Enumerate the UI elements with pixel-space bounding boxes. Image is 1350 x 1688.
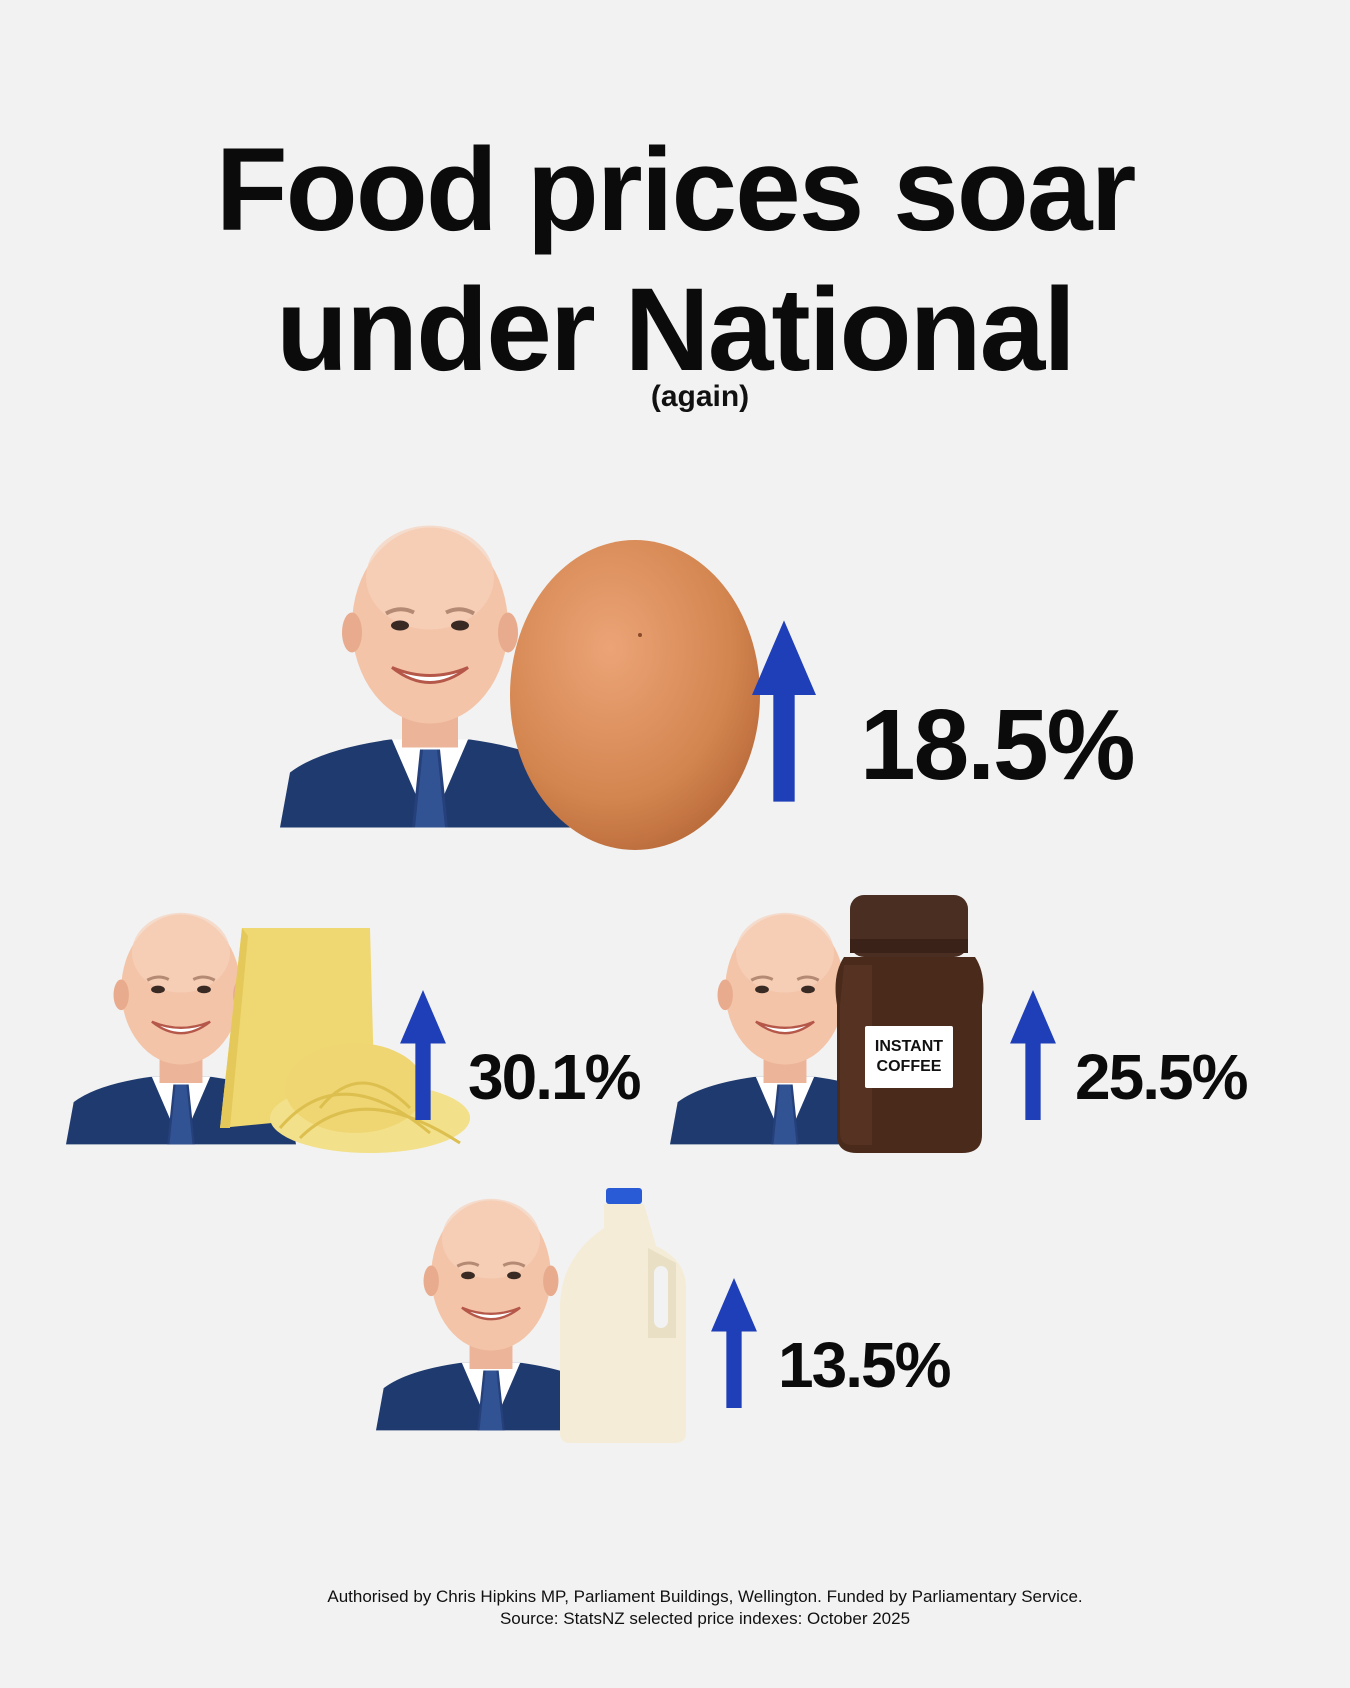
coffee-jar-label-line-2: COFFEE (876, 1058, 942, 1075)
coffee-jar-label: INSTANT COFFEE (865, 1026, 953, 1088)
milk-price-change: 13.5% (778, 1329, 951, 1401)
cheese-price-change: 30.1% (468, 1041, 641, 1113)
coffee-jar-label-line-1: INSTANT (874, 1038, 944, 1055)
headline: Food prices soar under National (0, 120, 1350, 400)
coffee-jar-image (835, 895, 984, 1153)
headline-aside: (again) (650, 380, 750, 413)
up-arrow-icon (1002, 990, 1064, 1120)
headline-line-1: Food prices soar (215, 124, 1137, 256)
milk-bottle-image (560, 1188, 686, 1443)
eggs-price-change: 18.5% (860, 689, 1136, 801)
up-arrow-icon (392, 990, 454, 1120)
up-arrow-icon (752, 618, 816, 804)
up-arrow-icon (702, 1278, 766, 1408)
authorisation-statement: Authorised by Chris Hipkins MP, Parliame… (327, 1587, 1083, 1606)
coffee-price-change: 25.5% (1075, 1041, 1248, 1113)
source-note: Source: StatsNZ selected price indexes: … (499, 1609, 911, 1628)
footer: Authorised by Chris Hipkins MP, Parliame… (0, 1586, 1350, 1630)
headline-line-2: under National (275, 264, 1076, 396)
egg-image (510, 540, 760, 850)
